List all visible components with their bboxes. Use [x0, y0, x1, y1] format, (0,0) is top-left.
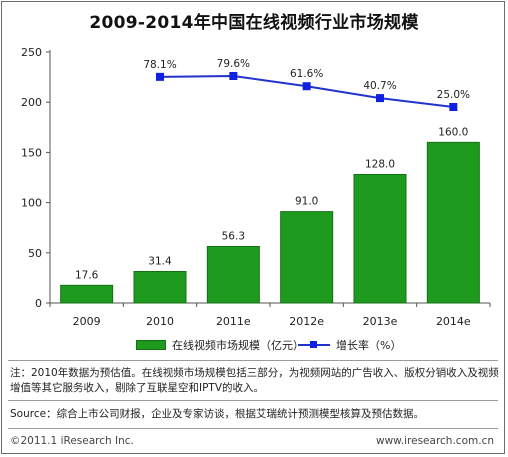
x-tick-label: 2012e [289, 315, 324, 328]
x-tick-label: 2014e [436, 315, 471, 328]
x-tick-label: 2009 [73, 315, 101, 328]
legend-item-line: 增长率（%） [298, 337, 401, 353]
bar-data-label: 31.4 [148, 255, 172, 267]
bar-data-label: 56.3 [222, 230, 245, 242]
website-link[interactable]: www.iresearch.com.cn [375, 435, 494, 447]
x-tick-label: 2013e [363, 315, 398, 328]
source-text: Source：综合上市公司财报，企业及专家访谈，根据艾瑞统计预测模型核算及预估数… [10, 408, 425, 420]
bar [280, 211, 334, 304]
chart-title: 2009-2014年中国在线视频行业市场规模 [89, 13, 419, 33]
x-tick-label: 2010 [146, 315, 174, 328]
y-tick-label: 100 [21, 197, 42, 210]
legend-swatch-line [298, 340, 330, 350]
y-tick-label: 0 [35, 297, 42, 310]
growth-rate-line [159, 74, 454, 108]
bar-data-label: 17.6 [75, 269, 99, 281]
legend-swatch-bar [136, 340, 166, 350]
growth-rate-label: 25.0% [437, 89, 470, 101]
growth-rate-label: 78.1% [143, 59, 176, 71]
bar-data-label: 128.0 [365, 158, 395, 170]
growth-rate-marker [376, 94, 384, 103]
growth-rate-marker [302, 82, 311, 91]
y-tick-label: 250 [21, 46, 42, 59]
copyright-text: ©2011.1 iResearch Inc. [10, 435, 134, 447]
y-tick-label: 150 [21, 146, 42, 159]
chart-plot: 0 50 100 150 200 250 17.6 31.4 56.3 91.0 128.0 160.… [21, 46, 491, 328]
divider-bottom [8, 428, 498, 429]
growth-rate-label: 61.6% [290, 68, 323, 80]
note-text: 注：2010年数据为预估值。在线视频市场规模包括三部分，为视频网站的广告收入、版… [10, 367, 499, 394]
legend-label-line: 增长率（%） [336, 339, 402, 352]
bar-data-label: 91.0 [295, 196, 318, 208]
divider-middle [8, 400, 498, 401]
divider-top [8, 360, 498, 361]
legend-item-bar: 在线视频市场规模（亿元） [136, 337, 304, 353]
bar-data-label: 160.0 [438, 126, 468, 138]
growth-rate-marker [449, 103, 458, 111]
growth-rate-marker [229, 72, 238, 80]
bar [60, 284, 114, 304]
y-tick-label: 200 [21, 96, 42, 109]
growth-rate-label: 79.6% [217, 58, 250, 70]
x-tick-label: 2011e [216, 315, 251, 328]
bar [206, 245, 260, 304]
legend: 在线视频市场规模（亿元） 增长率（%） [0, 337, 508, 353]
bar [353, 173, 407, 304]
growth-rate-label: 40.7% [363, 80, 396, 92]
y-tick-label: 50 [28, 247, 42, 260]
growth-rate-marker [156, 72, 164, 81]
legend-label-bar: 在线视频市场规模（亿元） [172, 339, 304, 352]
bar [133, 270, 187, 304]
bar [426, 141, 480, 304]
